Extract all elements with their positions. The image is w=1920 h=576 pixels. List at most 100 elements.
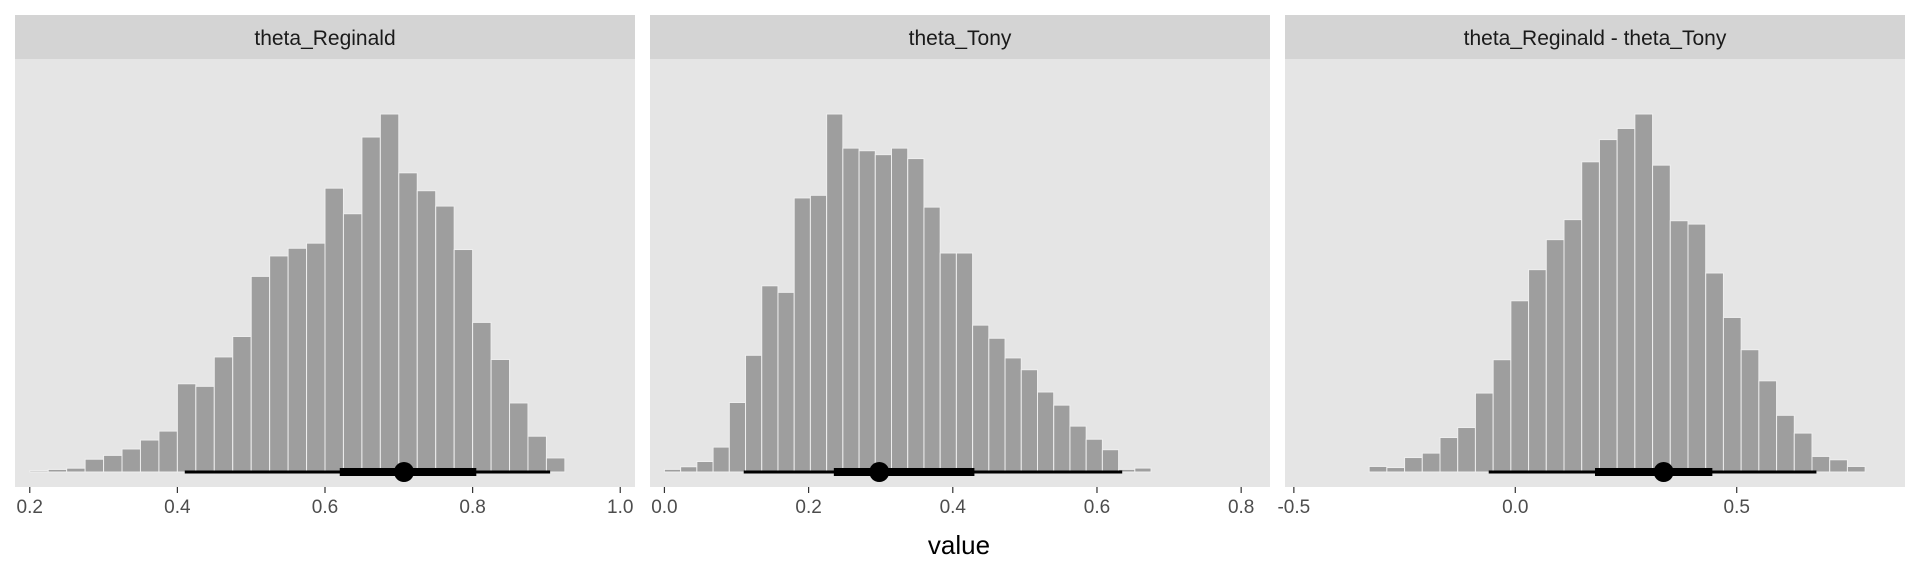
histogram-bar: [472, 321, 492, 473]
histogram-bar: [1652, 164, 1671, 473]
histogram-bar: [1563, 219, 1583, 473]
histogram-bar: [696, 461, 714, 473]
histogram-bar: [1722, 316, 1742, 473]
histogram-bar: [1811, 455, 1831, 473]
point-estimate: [869, 462, 890, 482]
histogram-bar: [809, 194, 828, 473]
histogram-bar: [1793, 432, 1813, 473]
histogram-bar: [103, 454, 123, 473]
histogram-bar: [988, 337, 1006, 473]
histogram-bar: [361, 136, 381, 473]
histogram-bar: [509, 402, 529, 473]
histogram-bar: [939, 252, 957, 473]
histogram-bar: [453, 249, 474, 473]
histogram-bar: [907, 158, 925, 473]
histogram-bar: [793, 197, 811, 473]
histogram-bar: [306, 242, 326, 473]
histogram-bar: [972, 324, 990, 473]
histogram-bar: [1829, 459, 1848, 473]
x-tick-label: 0.4: [164, 497, 191, 518]
histogram-bar: [342, 213, 363, 473]
histogram-bar: [1404, 457, 1423, 473]
histogram-bar: [777, 291, 795, 473]
histogram-bar: [874, 154, 893, 473]
histogram-bar: [1085, 438, 1103, 473]
histogram-bar: [398, 172, 418, 473]
histogram-bar: [1004, 357, 1022, 473]
histogram-bar: [287, 247, 308, 473]
histogram-bar: [761, 285, 779, 473]
histogram-bar: [84, 458, 105, 473]
histogram-bar: [1846, 465, 1866, 473]
x-tick-label: 0.8: [1228, 497, 1254, 518]
x-tick-label: -0.5: [1277, 497, 1310, 518]
x-tick-label: 0.0: [1502, 497, 1528, 518]
histogram-bar: [139, 439, 160, 473]
facet-1: theta_Reginald 0.2 0.4 0.6 0.8 1.0: [15, 15, 635, 518]
x-tick-label: 0.6: [312, 497, 338, 518]
histogram-bar: [1758, 380, 1778, 473]
facet-title: theta_Reginald: [254, 27, 395, 50]
histogram-bar: [195, 385, 215, 473]
histogram-bar: [955, 252, 974, 473]
facets: theta_Reginald 0.2 0.4 0.6 0.8 1.0 theta_Tony 0…: [15, 15, 1905, 518]
histogram-bar: [826, 113, 844, 473]
x-tick-label: 0.8: [459, 497, 485, 518]
histogram-bar: [29, 470, 49, 473]
histogram-bar: [176, 383, 197, 473]
histogram-bar: [47, 468, 68, 473]
facet-title: theta_Tony: [909, 27, 1012, 50]
histogram-bar: [680, 466, 698, 473]
histogram-bar: [1474, 392, 1494, 473]
histogram-bar: [435, 205, 455, 473]
histogram-bar: [1616, 127, 1636, 473]
point-estimate: [393, 462, 414, 482]
histogram-bar: [1439, 437, 1459, 473]
histogram-bar: [1669, 220, 1689, 473]
facet-strip: [1285, 15, 1905, 59]
histogram-bar: [1457, 427, 1476, 473]
facet-title: theta_Reginald - theta_Tony: [1464, 27, 1727, 50]
histogram-bar: [232, 335, 252, 473]
histogram-bar: [1634, 113, 1654, 473]
histogram-bar: [891, 147, 909, 473]
histogram-bar: [1740, 349, 1760, 473]
histogram-bar: [213, 356, 234, 473]
histogram-bar: [1687, 223, 1707, 473]
histogram-bar: [1101, 449, 1120, 473]
x-tick-label: 0.5: [1724, 497, 1750, 518]
facet-3: theta_Reginald - theta_Tony -0.5 0.0 0.5: [1277, 15, 1905, 518]
point-estimate: [1653, 462, 1674, 482]
x-tick-label: 1.0: [607, 497, 633, 518]
histogram-bar: [527, 435, 547, 473]
histogram-bar: [745, 354, 763, 473]
histogram-bar: [545, 457, 566, 473]
histogram-bar: [1492, 359, 1512, 473]
histogram-bar: [663, 468, 682, 473]
facet-strip: [650, 15, 1270, 59]
histogram-bar: [842, 147, 860, 473]
histogram-bar: [1510, 300, 1530, 473]
facet-strip: [15, 15, 635, 59]
histogram-bar: [1069, 425, 1087, 473]
x-tick-label: 0.2: [795, 497, 821, 518]
histogram-bar: [712, 446, 730, 473]
histogram-bar: [1528, 269, 1547, 473]
histogram-bar: [1581, 161, 1600, 473]
histogram-bar: [324, 187, 344, 473]
histogram-bar: [416, 190, 437, 473]
histogram-bar: [269, 255, 289, 473]
histogram-bar: [923, 206, 941, 473]
histogram-bar: [121, 448, 141, 473]
histogram-bar: [66, 467, 86, 473]
histogram-bar: [490, 358, 511, 473]
histogram-bar: [1705, 272, 1724, 473]
x-tick-label: 0.0: [651, 497, 677, 518]
x-tick-label: 0.4: [940, 497, 967, 518]
histogram-bar: [1020, 369, 1038, 473]
histogram-bar: [858, 150, 876, 473]
histogram-bar: [728, 401, 747, 473]
histogram-bar: [1134, 467, 1152, 473]
histogram-bar: [1386, 467, 1406, 473]
